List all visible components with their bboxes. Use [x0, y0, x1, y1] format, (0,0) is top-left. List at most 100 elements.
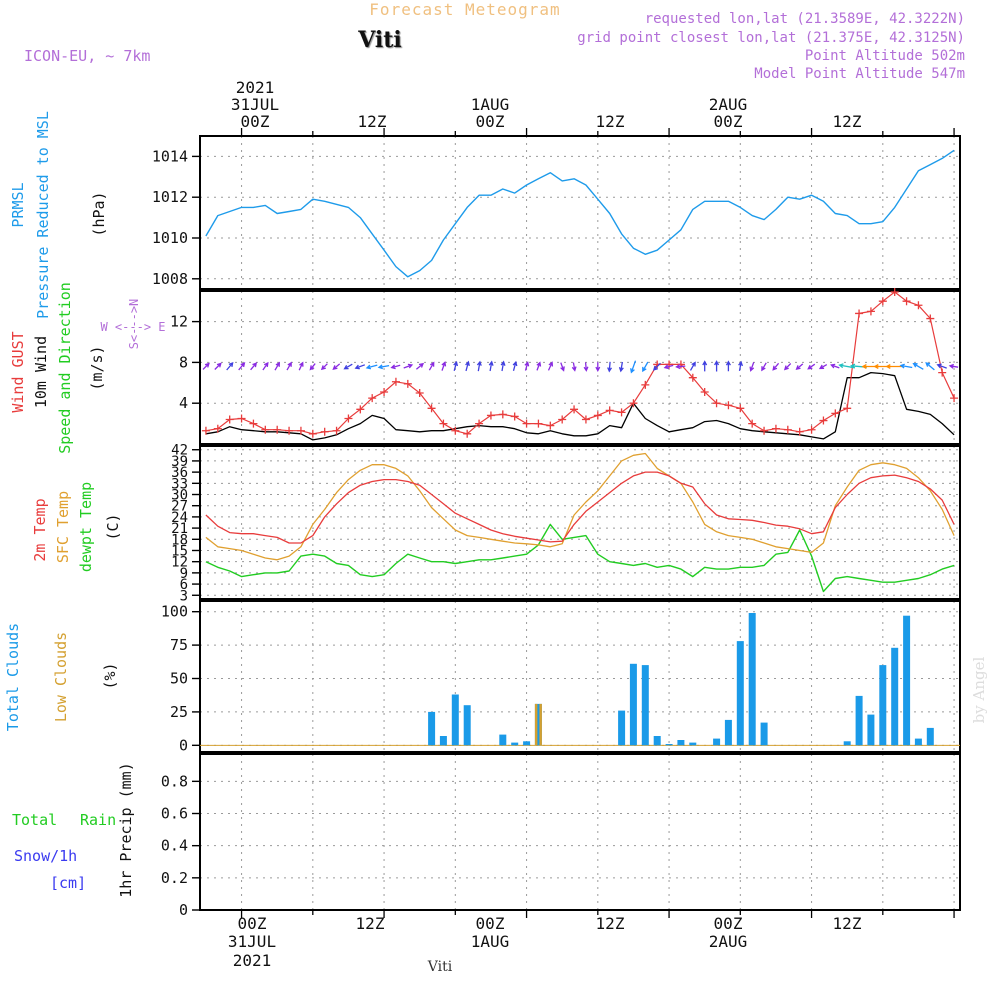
bottom-day2-label: 1AUG — [471, 932, 510, 951]
precip-ytick-label: 0.8 — [161, 772, 188, 790]
wind-compass-we: W <---> E — [100, 320, 165, 334]
wind-gust-marker — [855, 309, 864, 318]
pressure-label-prmsl: PRMSL — [9, 182, 27, 227]
wind-gust-marker — [831, 409, 840, 418]
wind-direction-arrow — [238, 362, 246, 371]
bottom-tick-12z-2: 12Z — [596, 914, 625, 933]
wind-direction-arrow — [262, 361, 269, 371]
wind-direction-arrow — [838, 363, 855, 369]
wind-label-gust: Wind GUST — [9, 331, 27, 412]
total-clouds-bar — [451, 694, 459, 746]
total-clouds-bar — [511, 742, 519, 746]
pressure-ytick-label: 1012 — [152, 188, 188, 206]
total-clouds-bar — [879, 665, 887, 746]
wind-direction-arrow — [309, 363, 316, 371]
wind-gust-marker — [427, 404, 436, 413]
total-clouds-bar — [903, 615, 911, 746]
precip-ytick-label: 0.4 — [161, 837, 188, 855]
bottom-day3-label: 2AUG — [709, 932, 748, 951]
total-clouds-bar — [641, 665, 649, 746]
wind-direction-arrow — [343, 363, 353, 370]
wind-direction-arrow — [642, 361, 649, 373]
clouds-unit: (%) — [101, 662, 119, 689]
wind-gust-marker — [736, 404, 745, 413]
wind-direction-arrow — [936, 363, 947, 369]
wind-direction-arrow — [415, 362, 425, 370]
top-tick-00z-2: 00Z — [476, 112, 505, 131]
total-clouds-bar — [618, 710, 626, 746]
total-clouds-bar — [629, 663, 637, 746]
clouds-ytick-label: 0 — [179, 736, 188, 754]
wind-direction-arrow — [476, 360, 482, 372]
wind-direction-arrow — [807, 363, 816, 370]
wind-direction-arrow — [536, 361, 542, 371]
total-clouds-bar — [867, 714, 875, 746]
total-clouds-bar — [534, 703, 542, 746]
precip-frame — [199, 753, 961, 911]
requested-coords: requested lon,lat (21.3589E, 42.3222N) — [645, 11, 965, 27]
clouds-ytick-label: 75 — [170, 636, 188, 654]
temperature-ytick-label: 3 — [180, 588, 188, 604]
clouds-ytick-label: 100 — [161, 603, 188, 621]
precip-axis-label: 1hr Precip (mm) — [117, 762, 135, 897]
wind-gust-marker — [593, 411, 602, 420]
precip-label-rain: Rain — [80, 811, 116, 829]
grid-point-coords: grid point closest lon,lat (21.375E, 42.… — [577, 30, 965, 46]
wind-gust-marker — [237, 414, 246, 423]
bottom-tick-00z-1: 00Z — [238, 914, 267, 933]
temperature-ytick-label: 36 — [171, 465, 188, 481]
precip-ytick-label: 0 — [179, 901, 188, 919]
top-tick-00z-1: 00Z — [241, 112, 270, 131]
wind-direction-arrow — [547, 361, 554, 371]
wind-gust-marker — [475, 419, 484, 428]
wind-gust-marker — [463, 429, 472, 438]
temperature-ytick-label: 30 — [171, 488, 188, 504]
wind-gust-marker — [950, 394, 959, 403]
wind-gust-marker — [712, 399, 721, 408]
wind-gust-marker — [261, 425, 270, 434]
wind-label-10m: 10m Wind — [32, 336, 50, 408]
wind-gust-marker — [783, 425, 792, 434]
clouds-ytick-label: 25 — [170, 703, 188, 721]
total-clouds-bar — [653, 736, 661, 746]
wind-direction-arrow — [332, 363, 341, 370]
wind-direction-arrow — [818, 364, 828, 370]
total-clouds-bar — [914, 738, 922, 746]
wind-gust-line — [205, 291, 955, 435]
wind-direction-arrow — [702, 360, 708, 372]
wind-gust-marker — [688, 373, 697, 382]
wind-gust-marker — [819, 416, 828, 425]
wind-direction-arrow — [885, 364, 903, 369]
total-clouds-bar — [463, 705, 471, 746]
wind-direction-arrow — [652, 362, 661, 371]
bottom-year-label: 2021 — [233, 951, 272, 970]
wind-gust-marker — [629, 399, 638, 408]
model-name: ICON-EU, ~ 7km — [24, 47, 150, 65]
wind-gust-marker — [771, 424, 780, 433]
temperature-ytick-label: 27 — [171, 499, 188, 515]
top-year-label: 2021 — [236, 78, 275, 97]
pressure-ytick-label: 1010 — [152, 229, 188, 247]
wind-gust-marker — [380, 387, 389, 396]
wind-direction-arrow — [390, 364, 401, 370]
wind-direction-arrow — [354, 364, 366, 370]
temperature-ytick-label: 9 — [180, 566, 188, 582]
wind-gust-marker — [546, 421, 555, 430]
wind-gust-marker — [213, 424, 222, 433]
wind-direction-arrow — [675, 364, 686, 370]
wind-direction-arrow — [202, 362, 210, 370]
wind-direction-arrow — [761, 362, 767, 372]
wind-direction-arrow — [663, 364, 674, 370]
wind-ytick-label: 8 — [179, 353, 188, 371]
total-clouds-bar — [843, 741, 851, 746]
wind-direction-arrow — [595, 362, 601, 372]
bottom-tick-00z-3: 00Z — [714, 914, 743, 933]
bottom-day1-label: 31JUL — [228, 932, 276, 951]
wind-direction-arrow — [560, 362, 565, 372]
plot-area: 1008101010121014481236912151821242730333… — [152, 128, 961, 919]
wind-direction-arrow — [689, 361, 696, 371]
temp-label-sfc: SFC Temp — [54, 491, 72, 563]
wind-gust-marker — [201, 426, 210, 435]
